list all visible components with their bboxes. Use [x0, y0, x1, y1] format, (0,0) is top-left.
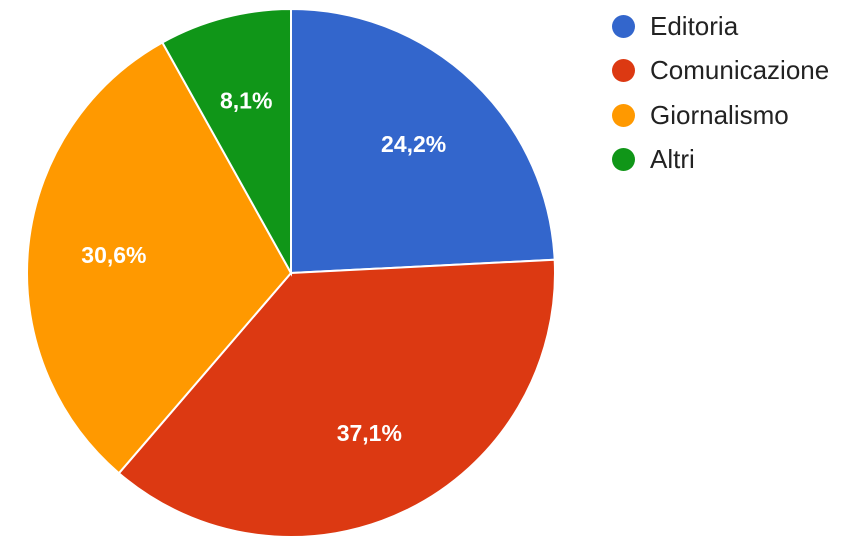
legend-swatch	[612, 14, 635, 38]
legend-label: Giornalismo	[650, 99, 789, 130]
slice-label-giornalismo: 30,6%	[81, 242, 146, 268]
legend-swatch	[612, 103, 635, 127]
pie-chart: 24,2% 37,1% 30,6% 8,1%	[26, 7, 557, 539]
legend-item-giornalismo: Giornalismo	[612, 93, 829, 138]
slice-label-comunicazione: 37,1%	[337, 420, 402, 446]
legend-swatch	[612, 59, 635, 83]
pie-labels: 24,2% 37,1% 30,6% 8,1%	[81, 88, 446, 446]
legend-item-altri: Altri	[612, 138, 829, 183]
pie-slice-giornalismo	[26, 41, 293, 475]
legend-label: Comunicazione	[650, 55, 830, 86]
pie-slice-altri	[161, 7, 292, 277]
legend-item-editoria: Editoria	[612, 4, 829, 49]
legend-label: Editoria	[650, 10, 739, 41]
legend: Editoria Comunicazione Giornalismo Altri	[612, 4, 829, 182]
legend-label: Altri	[650, 144, 695, 175]
pie-slice-comunicazione	[117, 258, 557, 539]
legend-swatch	[612, 148, 635, 172]
slice-label-editoria: 24,2%	[381, 131, 446, 157]
slice-label-altri: 8,1%	[220, 88, 272, 114]
pie-slice-editoria	[290, 7, 556, 275]
legend-item-comunicazione: Comunicazione	[612, 49, 829, 94]
pie-slices	[26, 7, 557, 539]
